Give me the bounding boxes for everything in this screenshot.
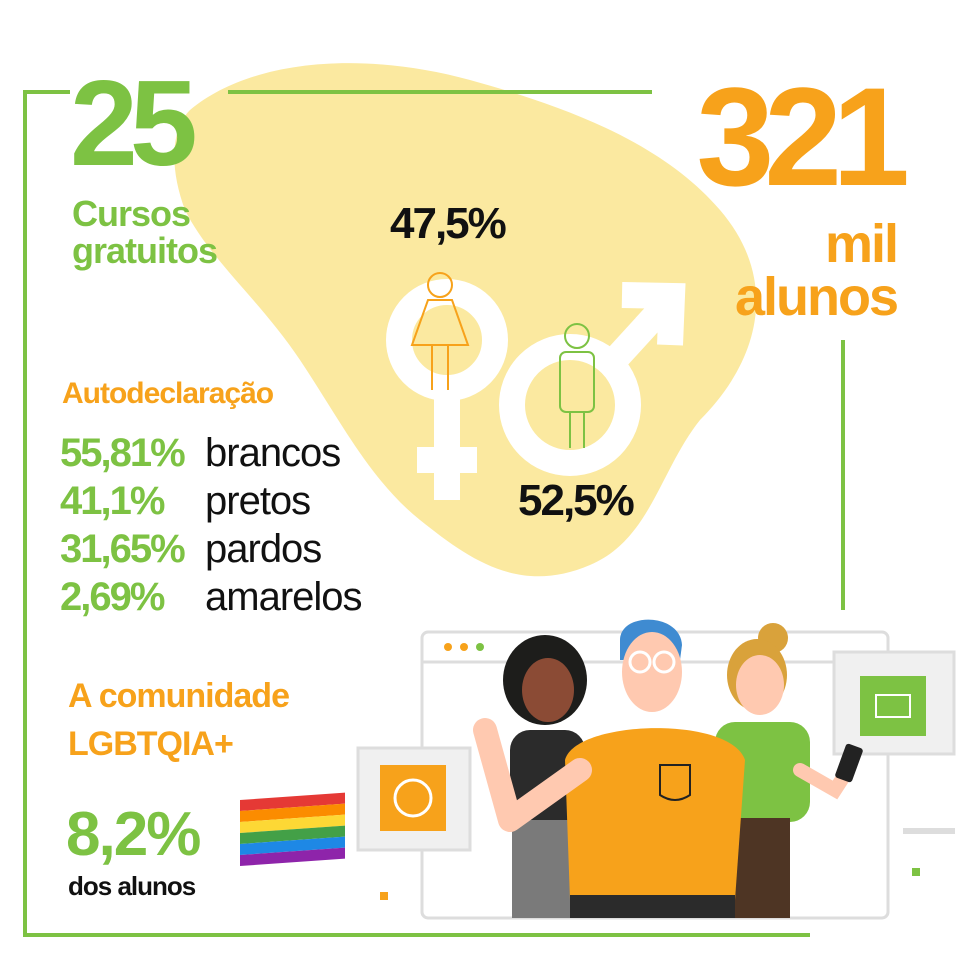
section-title: LGBTQIA+ (68, 725, 233, 763)
declaration-percent: 55,81% (60, 431, 185, 475)
frame (23, 90, 845, 937)
declaration-list: 55,81% brancos 41,1% pretos 31,65% pardos 2,69… (60, 431, 363, 619)
male-percent: 52,5% (518, 476, 634, 525)
students-label: alunos (735, 267, 897, 327)
declaration-label: pretos (205, 479, 310, 523)
rainbow-flag (240, 792, 345, 866)
lgbt-caption: dos alunos (68, 871, 196, 901)
courses-label: gratuitos (72, 230, 217, 271)
declaration-percent: 41,1% (60, 479, 165, 523)
declaration-label: amarelos (205, 575, 362, 619)
declaration-percent: 2,69% (60, 575, 165, 619)
students-number: 321 (696, 58, 906, 215)
courses-number: 25 (70, 55, 195, 191)
section-title: A comunidade (68, 677, 289, 715)
declaration-label: pardos (205, 527, 321, 571)
illustration (356, 619, 956, 920)
lgbt-percent: 8,2% (66, 800, 200, 869)
female-percent: 47,5% (390, 199, 506, 248)
declaration-label: brancos (205, 431, 340, 475)
section-title: Autodeclaração (62, 377, 274, 410)
female-icon (410, 272, 470, 390)
students-label: mil (825, 214, 897, 274)
courses-label: Cursos (72, 193, 190, 234)
declaration-percent: 31,65% (60, 527, 185, 571)
male-icon (559, 323, 595, 448)
